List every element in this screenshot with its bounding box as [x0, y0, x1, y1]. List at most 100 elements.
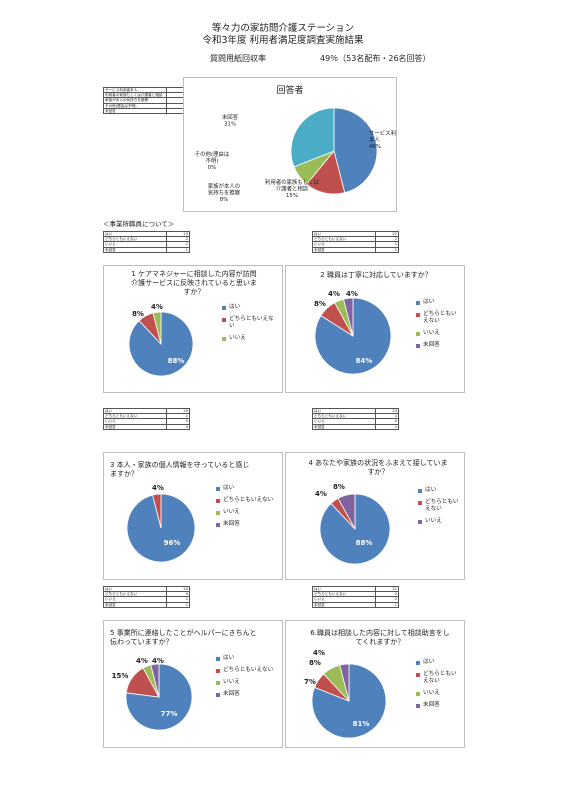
legend-label: 未回答: [223, 691, 240, 697]
q6-table: はい 21 どちらともいえない 2 いいえ 2 未回答 1: [312, 585, 399, 608]
pie-slice-label: 未回答 31%: [222, 113, 239, 128]
table-cell-value: 1: [375, 601, 399, 608]
table-cell-value: 1: [375, 246, 399, 253]
table-cell-value: 2: [375, 423, 399, 430]
legend-item: どちらともいえない: [416, 671, 462, 685]
q1-chart-box: 1 ケアマネジャーに相談した内容が訪問介護サービスに反映されていると思いますか？…: [103, 265, 283, 393]
table-cell-key: 未回答: [312, 246, 376, 253]
pie-data-label: 8%: [132, 310, 144, 318]
q6-pie-chart: 81% 7% 8% 4%: [304, 649, 387, 739]
legend-item: はい: [216, 655, 278, 662]
table-row: どちらともいえない 2: [312, 236, 399, 243]
q5-title: 5 事業所に連絡したことがヘルパーにきちんと伝わっていますか？: [110, 629, 257, 646]
q2-table: はい 22 どちらともいえない 2 いいえ 1 未回答 1: [312, 230, 399, 253]
legend-swatch: [222, 305, 226, 310]
legend-swatch: [216, 692, 220, 697]
legend-item: いいえ: [418, 518, 462, 525]
legend-item: はい: [216, 485, 278, 492]
q2-pie-chart: 84%8%4% 4%: [314, 290, 392, 375]
table-cell-value: 1: [166, 601, 190, 608]
pie-slice: [337, 493, 356, 530]
q3-table: はい 25 どちらともいえない 1 いいえ 0 未回答 0: [103, 407, 190, 430]
legend-swatch: [418, 500, 422, 505]
q5-legend: はいどちらともいえない いいえ未回答: [216, 655, 278, 703]
table-cell-key: 未回答: [103, 107, 167, 115]
pie-data-label: 8%: [333, 483, 345, 491]
legend-item: いいえ: [216, 509, 278, 516]
q2-chart-box: 2 職員は丁寧に対応していますか？ 84% 8% 4% 4% はい どちらともいえないい…: [285, 265, 465, 393]
pie-data-label: 77%: [161, 710, 178, 718]
pie-slice-label: 利用者の家族もしくは介護者と相談 15%: [265, 178, 320, 199]
legend-swatch: [416, 672, 420, 677]
q2-legend: はい どちらともいえない いいえ 未回答: [416, 299, 462, 354]
pie-data-label: 4%: [136, 657, 148, 665]
section-label: ＜事業所職員について＞: [103, 220, 175, 228]
q4-pie-chart: 88% 4% 8%: [315, 483, 391, 565]
table-row: 未回答8: [103, 107, 190, 115]
table-cell-key: 未回答: [103, 246, 167, 253]
pie-data-label: 4%: [315, 490, 327, 498]
legend-label: いいえ: [223, 509, 240, 515]
legend-label: 未回答: [423, 342, 440, 348]
q5-pie-chart: 77% 15% 4% 4%: [112, 657, 193, 731]
legend-item: 未回答: [416, 342, 462, 349]
table-cell-key: 未回答: [312, 601, 376, 608]
q6-legend: はい どちらともいえない いいえ 未回答: [416, 659, 462, 714]
table-cell-value: 0: [166, 423, 190, 430]
legend-label: どちらともいえない: [223, 497, 274, 503]
legend-swatch: [216, 498, 220, 503]
table-cell-key: 未回答: [312, 423, 376, 430]
legend-swatch: [216, 668, 220, 673]
q3-legend: はい どちらともいえない いいえ 未回答: [216, 485, 278, 533]
pie-data-label: 7%: [304, 678, 316, 686]
q1-title: 1 ケアマネジャーに相談した内容が訪問介護サービスに反映されていると思いますか？: [131, 270, 257, 296]
legend-label: いいえ: [229, 335, 246, 341]
legend-item: どちらともいえない: [216, 497, 278, 504]
q6-chart-box: 6.職員は相談した内容に対して相談助言をしてくれますか？ 81% 7% 8% 4% は…: [285, 620, 465, 748]
legend-swatch: [216, 510, 220, 515]
legend-item: はい: [222, 304, 278, 311]
pie-slice: [343, 297, 354, 337]
legend-label: どちらともいえない: [223, 667, 274, 673]
q6-title: 6.職員は相談した内容に対して相談助言をしてくれますか？: [310, 629, 450, 646]
legend-swatch: [416, 300, 420, 305]
legend-item: いいえ: [416, 690, 462, 697]
legend-item: どちらともいえない: [418, 499, 462, 513]
legend-label: いいえ: [423, 330, 440, 336]
legend-label: いいえ: [223, 679, 240, 685]
legend-label: はい: [223, 485, 235, 491]
table-cell-key: 未回答: [103, 601, 167, 608]
table-cell-key: 利用者の家族もしくは介護者と相談: [103, 92, 167, 99]
legend-item: はい: [416, 659, 462, 666]
legend-swatch: [416, 703, 420, 708]
legend-label: はい: [425, 487, 437, 493]
pie-data-label: 88%: [168, 357, 185, 365]
pie-data-label: 88%: [356, 539, 373, 547]
legend-swatch: [416, 691, 420, 696]
pie-data-label: 4%: [151, 303, 163, 311]
legend-label: いいえ: [423, 690, 440, 696]
station-name: 等々力の家訪問介護ステーション: [211, 23, 355, 34]
legend-item: 未回答: [216, 691, 278, 698]
legend-item: どちらともいえない: [416, 311, 462, 325]
pie-data-label: 96%: [164, 539, 181, 547]
pie-slice-label: 家族が本人の気持ちを推察 8%: [208, 182, 241, 203]
table-row: 未回答 0: [103, 423, 190, 430]
q4-title: 4 あなたや家族の状況をふまえて接していますか？: [308, 459, 448, 476]
legend-label: どちらともいえない: [423, 311, 457, 324]
pie-data-label: 8%: [309, 659, 321, 667]
pie-data-label: 81%: [353, 720, 370, 728]
pie-data-label: 4%: [313, 649, 325, 657]
legend-swatch: [416, 660, 420, 665]
q4-legend: はいどちらともいえないいいえ: [418, 487, 462, 530]
q1-pie-chart: 88% 8% 4%: [128, 303, 194, 377]
pie-slice-label: その他(理由は不明) 0%: [195, 150, 230, 171]
pie-slice: [311, 663, 387, 739]
q5-table: はい 20 どちらともいえない 4 いいえ 1 未回答 1: [103, 585, 190, 608]
response-rate-value: 49％（53名配布・26名回答）: [320, 54, 431, 63]
respondent-table: サービス利用者本人12利用者の家族もしくは介護者と相談4家族が本人の気持ちを推察…: [103, 86, 190, 115]
legend-swatch: [418, 488, 422, 493]
table-row: 未回答 2: [312, 423, 399, 430]
pie-slice-label: サービス利用者本人46%: [369, 129, 396, 150]
